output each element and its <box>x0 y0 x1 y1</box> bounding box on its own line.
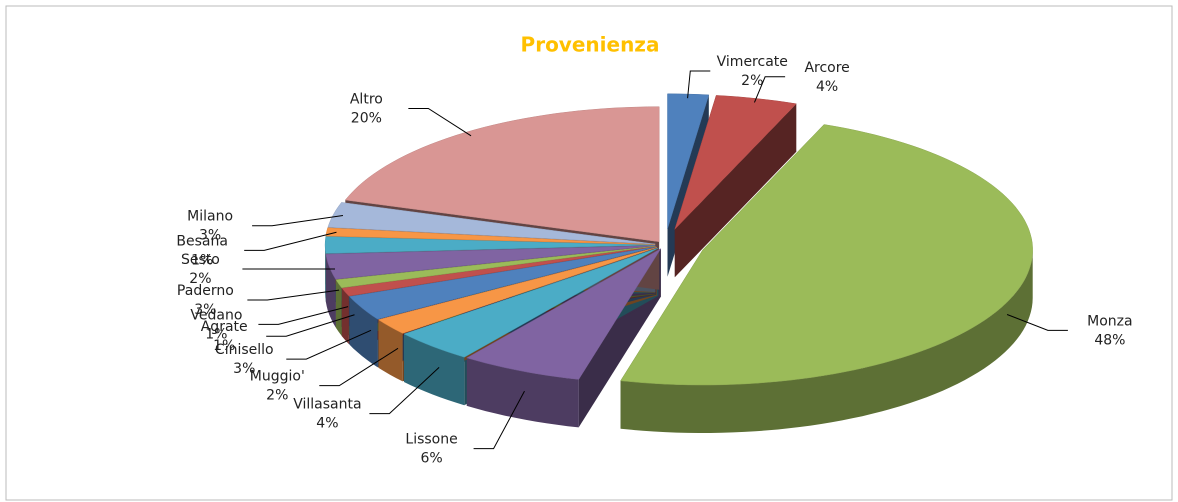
leader-line <box>1006 314 1068 331</box>
slice-label: Lissone <box>405 432 457 448</box>
slice <box>335 245 656 289</box>
leader-line <box>473 390 525 450</box>
leader-line <box>247 289 340 301</box>
slice-label: Cinisello <box>215 342 274 358</box>
slice-value-label: 3% <box>233 361 255 377</box>
slice-label: Agrate <box>201 319 248 335</box>
slice-label: Muggio' <box>250 369 305 385</box>
slice <box>324 236 656 254</box>
slice-side <box>349 296 378 368</box>
slice-value-label: 1% <box>213 338 235 354</box>
leader-line <box>319 347 399 387</box>
leader-line <box>244 231 337 251</box>
slice <box>348 246 657 320</box>
slice-value-label: 3% <box>199 228 221 244</box>
slice <box>327 202 656 245</box>
slice <box>466 248 662 380</box>
leader-line <box>687 70 711 99</box>
chart-title: Provenienza <box>521 33 660 57</box>
slice-value-label: 48% <box>1094 332 1125 348</box>
leader-line <box>408 107 472 137</box>
slice-value-label: 1% <box>205 326 227 342</box>
pie-sides <box>325 245 1033 433</box>
leader-line <box>252 215 344 227</box>
slice-side <box>335 279 342 336</box>
leader-line <box>286 329 372 360</box>
slice-label: Sesto <box>181 252 220 268</box>
leader-line <box>258 306 349 325</box>
slice-value-label: 4% <box>816 79 838 95</box>
slice-side <box>341 288 349 345</box>
pie-tops <box>324 93 1033 386</box>
slice <box>325 245 656 280</box>
slice-label: Vimercate <box>717 54 788 70</box>
slice-side <box>325 245 326 302</box>
slice-value-label: 3% <box>194 302 216 318</box>
slice-label: Vedano <box>190 307 242 323</box>
slice <box>403 247 659 358</box>
slice-label: Besana <box>176 233 228 249</box>
slice <box>620 124 1033 386</box>
slice-label: Paderno <box>177 283 234 299</box>
slice-label: Milano <box>187 209 233 225</box>
slice-value-label: 2% <box>741 73 763 89</box>
slice <box>674 95 797 230</box>
slice-value-label: 2% <box>189 271 211 287</box>
slice-side <box>620 250 1033 433</box>
slice-side <box>325 254 336 328</box>
slice <box>377 247 658 334</box>
slice-label: Villasanta <box>293 397 361 413</box>
slice-face <box>674 103 797 278</box>
slice <box>325 227 656 245</box>
slice-side <box>404 334 465 406</box>
slice-value-label: 4% <box>316 416 338 432</box>
slice-label: Arcore <box>804 60 849 76</box>
slice-side <box>466 357 579 428</box>
slice-value-label: 6% <box>420 451 442 467</box>
slice-value-label: 20% <box>351 110 382 126</box>
slice-label: Altro <box>350 91 383 107</box>
slice-value-label: 1% <box>191 252 213 268</box>
leader-line <box>266 314 355 337</box>
slice <box>341 246 656 297</box>
slice-value-label: 2% <box>266 388 288 404</box>
leader-line <box>369 367 440 415</box>
leader-line <box>753 76 786 103</box>
slice-label: Monza <box>1087 313 1132 329</box>
slice-side <box>378 319 403 382</box>
